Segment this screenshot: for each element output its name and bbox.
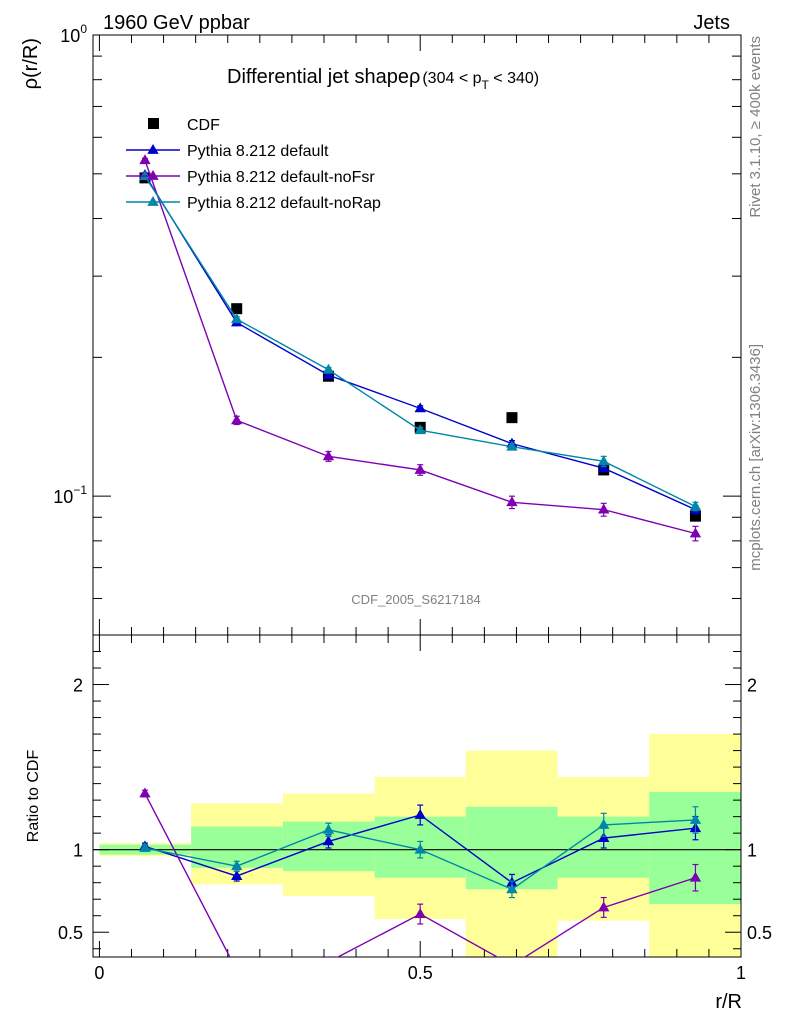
data-point — [322, 363, 335, 374]
main-panel: ρ(r/R) Differential jet shapeρ (304 < pT … — [20, 22, 742, 636]
data-point — [598, 462, 610, 473]
series-line — [144, 174, 696, 511]
y-tick-label: 10−1 — [53, 483, 87, 507]
series-line — [144, 160, 696, 535]
ratio-point — [598, 901, 610, 912]
ratio-point — [327, 955, 330, 957]
legend-label: Pythia 8.212 default-noFsr — [187, 169, 375, 186]
ratio-point — [231, 964, 242, 974]
data-point — [139, 154, 151, 165]
ratio-point — [689, 871, 702, 882]
ratio-point — [139, 787, 151, 798]
ratio-point — [231, 870, 243, 880]
ratio-point — [322, 835, 335, 846]
y-tick-label: 0.5 — [58, 923, 83, 943]
header-left: 1960 GeV ppbar — [103, 12, 250, 34]
legend: CDF Pythia 8.212 default Pythia 8.212 defa… — [126, 117, 381, 212]
data-point — [414, 402, 426, 413]
ratio-point — [598, 832, 610, 843]
data-point — [506, 496, 518, 507]
ratio-point — [506, 959, 517, 969]
y-tick-label: 2 — [73, 676, 83, 696]
series-1 — [139, 169, 702, 515]
data-point — [598, 455, 610, 466]
data-point — [506, 412, 518, 424]
data-point — [598, 503, 610, 514]
data-point — [506, 440, 518, 451]
legend-label: Pythia 8.212 default — [187, 143, 329, 160]
x-axis-label: r/R — [715, 991, 742, 1013]
legend-item: Pythia 8.212 default-noRap — [126, 195, 381, 212]
ratio-point — [231, 860, 243, 871]
ratio-point — [322, 823, 335, 834]
data-point — [689, 500, 702, 511]
y-tick-label-right: 2 — [747, 676, 757, 696]
legend-marker — [147, 170, 159, 180]
rivet-version-label: Rivet 3.1.10, ≥ 400k events — [747, 36, 764, 218]
x-tick-label: 0.5 — [408, 963, 433, 983]
y-tick-label-right: 1 — [747, 841, 757, 861]
data-point — [689, 510, 701, 522]
main-title: Differential jet shapeρ (304 < pT < 340) — [227, 66, 539, 92]
main-y-axis-label: ρ(r/R) — [20, 38, 42, 89]
y-tick-label: 100 — [60, 22, 87, 46]
ratio-point — [139, 842, 151, 852]
data-point — [689, 527, 702, 538]
header-right: Jets — [693, 12, 730, 34]
series-3 — [139, 170, 702, 512]
data-point — [322, 369, 335, 380]
data-point — [231, 414, 243, 425]
x-tick-label: 1 — [736, 963, 746, 983]
data-point — [414, 424, 426, 435]
mcplots-label: mcplots.cern.ch [arXiv:1306.3436] — [747, 344, 764, 571]
data-point — [322, 450, 335, 461]
y-tick-label-right: 0.5 — [747, 923, 772, 943]
ratio-point — [598, 818, 610, 829]
legend-item: Pythia 8.212 default-noFsr — [126, 169, 375, 186]
data-point — [231, 313, 243, 324]
ratio-point — [414, 808, 426, 819]
legend-marker — [147, 144, 159, 154]
y-tick-label: 1 — [73, 841, 83, 861]
legend-item: Pythia 8.212 default — [126, 143, 329, 160]
legend-marker — [148, 118, 159, 129]
ratio-point — [414, 843, 426, 854]
data-point — [231, 303, 243, 315]
legend-item: CDF — [148, 117, 220, 134]
data-point — [139, 170, 151, 181]
series-line — [144, 175, 696, 508]
ratio-point — [506, 883, 518, 894]
data-point — [414, 463, 426, 474]
legend-label: Pythia 8.212 default-noRap — [187, 195, 381, 212]
ratio-series-2 — [139, 806, 702, 899]
legend-label: CDF — [187, 117, 220, 134]
ratio-series-1 — [139, 787, 702, 974]
x-tick-label: 0 — [94, 963, 104, 983]
ratio-panel: Ratio to CDF r/R 0 0.5 10.5 0.51 12 2 — [25, 634, 772, 1013]
ratio-y-axis-label: Ratio to CDF — [25, 750, 42, 843]
ratio-frame — [92, 634, 742, 958]
legend-marker — [147, 196, 159, 206]
series-2 — [139, 154, 702, 542]
ratio-point — [689, 813, 702, 824]
ratio-point — [414, 908, 426, 918]
analysis-watermark: CDF_2005_S6217184 — [351, 592, 480, 607]
